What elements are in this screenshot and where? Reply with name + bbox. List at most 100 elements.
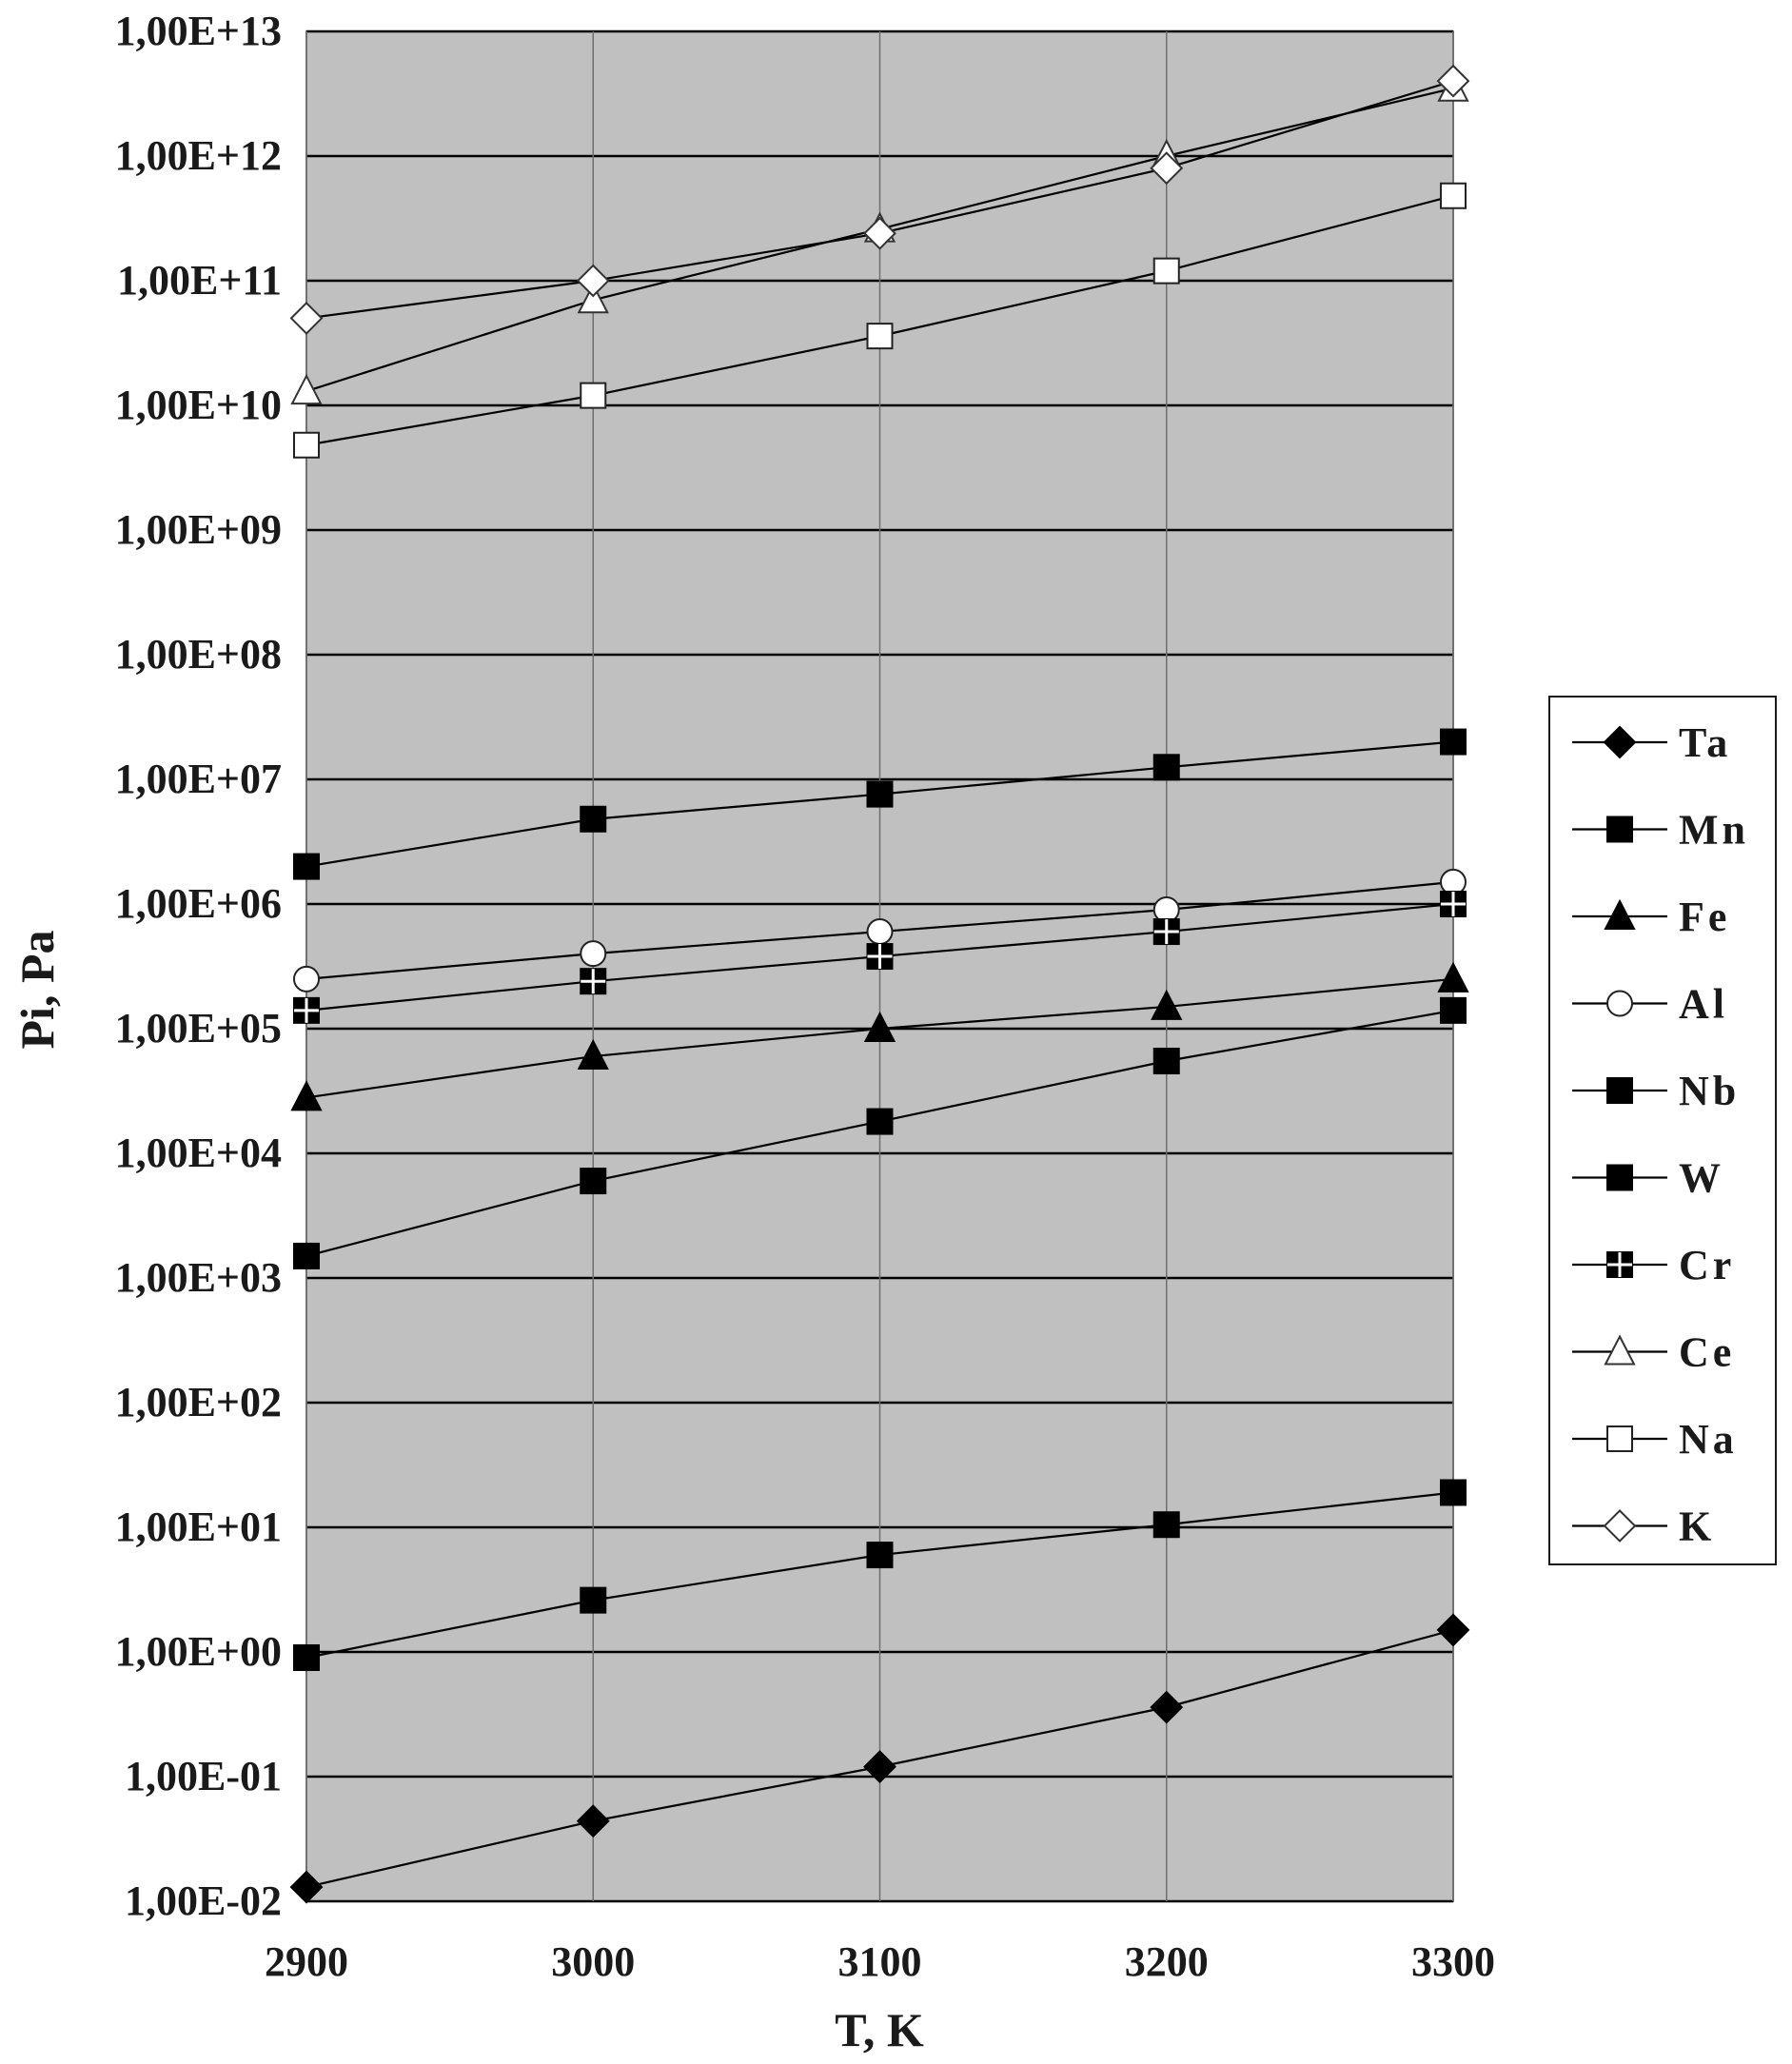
y-tick-label: 1,00E+13 [115,8,282,54]
data-point-w [580,1168,607,1195]
x-tick-label: 3100 [838,1938,922,1985]
data-point-ta [1150,1690,1184,1724]
data-point-ta [1436,1613,1470,1647]
legend-marker-ce [1604,1334,1636,1366]
data-point-w [1152,1048,1180,1075]
y-tick-label: 1,00E+01 [115,1504,282,1550]
data-point-cr [580,968,607,995]
legend-marker-ta [1603,725,1637,759]
y-axis: 1,00E-02 1,00E-01 1,00E+00 1,00E+01 1,00E+02… [115,8,282,1924]
data-point-na [866,323,894,350]
data-point-ta [863,1750,896,1784]
legend-marker-mn [1606,816,1633,843]
series-mn [293,728,1467,880]
legend-item-k: K [1572,1504,1715,1550]
legend-label-k: K [1679,1504,1715,1550]
y-tick-label: 1,00E+02 [115,1379,282,1425]
x-tick-label: 3300 [1411,1938,1495,1985]
y-axis-title: Pi, Pa [10,931,64,1050]
legend-label-ce: Ce [1679,1329,1735,1376]
legend-label-nb: Nb [1679,1068,1740,1114]
data-point-mn [580,805,607,833]
data-point-mn [1152,754,1180,781]
legend-item-mn: Mn [1572,807,1749,854]
data-point-w [293,1242,320,1269]
series-w [293,996,1467,1269]
legend-item-na: Na [1572,1416,1738,1463]
data-point-cr [1152,918,1180,946]
data-point-fe [863,1011,896,1042]
y-tick-label: 1,00E+10 [115,382,282,428]
y-tick-label: 1,00E+12 [115,132,282,179]
y-tick-label: 1,00E+09 [115,506,282,553]
data-point-cr [293,996,320,1024]
data-point-ta [289,1870,324,1904]
y-tick-label: 1,00E+03 [115,1254,282,1301]
y-tick-label: 1,00E-02 [125,1877,282,1924]
legend-item-fe: Fe [1572,894,1730,940]
legend-marker-cr [1606,1251,1633,1278]
legend-label-al: Al [1679,981,1728,1028]
series-fe [290,961,1469,1111]
data-point-ce [577,283,609,314]
data-point-cr [866,943,894,971]
y-tick-label: 1,00E+11 [117,257,282,304]
data-point-al [580,940,607,968]
data-point-fe [290,1080,323,1111]
data-point-fe [1437,961,1469,993]
legend-label-ta: Ta [1679,719,1731,766]
series-layer [289,64,1470,1904]
legend-label-cr: Cr [1679,1242,1735,1288]
series-na [293,182,1467,459]
legend-item-cr: Cr [1572,1242,1735,1288]
x-tick-label: 3200 [1125,1938,1209,1985]
data-point-na [293,431,320,459]
data-point-w [1440,996,1467,1024]
y-tick-label: 1,00E+08 [115,631,282,678]
legend-item-ta: Ta [1572,719,1731,766]
data-point-nb [1440,1479,1467,1506]
legend-label-mn: Mn [1679,807,1749,854]
data-point-fe [1151,989,1183,1020]
series-ta [289,1613,1470,1904]
data-point-mn [1440,728,1467,756]
data-point-nb [1152,1511,1180,1539]
series-nb [293,1479,1467,1671]
legend-label-fe: Fe [1679,894,1730,940]
data-point-k [289,302,324,335]
data-point-nb [580,1586,607,1614]
y-tick-label: 1,00E+07 [115,756,282,802]
data-point-w [866,1108,894,1135]
legend-label-w: W [1679,1155,1724,1202]
y-tick-label: 1,00E+06 [115,880,282,927]
data-point-nb [866,1542,894,1569]
x-axis-title: T, K [835,2003,924,2056]
data-point-ta [576,1804,610,1838]
legend-item-al: Al [1572,981,1728,1028]
data-point-al [293,965,320,993]
series-k [289,64,1470,335]
y-tick-label: 1,00E+04 [115,1130,282,1176]
legend-marker-nb [1606,1077,1633,1104]
legend: Ta Mn Fe Al Nb W Cr Ce Na K [1548,696,1777,1565]
y-tick-label: 1,00E+05 [115,1005,282,1052]
legend-marker-na [1606,1425,1633,1452]
y-tick-label: 1,00E-01 [125,1753,282,1799]
data-point-ce [290,373,323,405]
series-cr [293,891,1467,1024]
data-point-cr [1440,891,1467,917]
data-point-al [866,918,894,946]
data-point-k [1436,64,1470,98]
data-point-nb [293,1643,320,1671]
legend-marker-w [1606,1164,1633,1191]
legend-label-na: Na [1679,1416,1738,1463]
x-tick-label: 2900 [265,1938,348,1985]
data-point-na [1152,257,1180,285]
legend-item-w: W [1572,1155,1724,1202]
y-tick-label: 1,00E+00 [115,1628,282,1675]
legend-marker-fe [1604,898,1636,930]
data-point-k [576,264,610,298]
legend-entries: Ta Mn Fe Al Nb W Cr Ce Na K [1572,719,1749,1550]
legend-item-nb: Nb [1572,1068,1740,1114]
